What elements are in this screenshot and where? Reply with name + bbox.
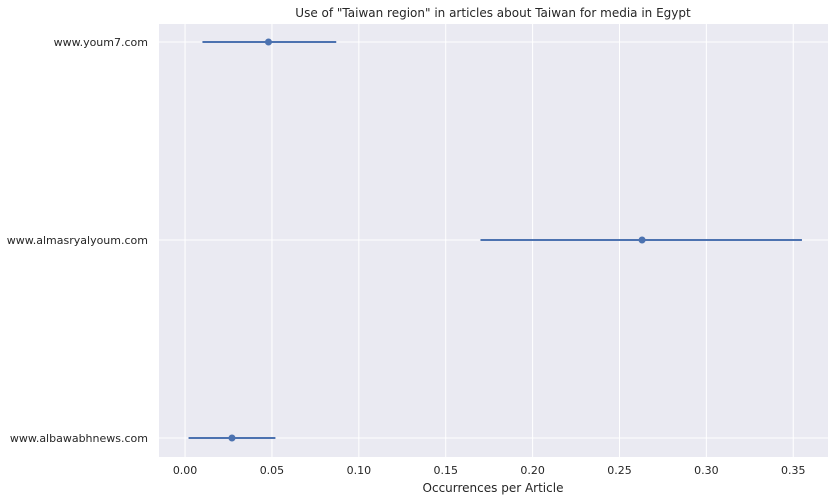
y-tick-label: www.youm7.com [54, 36, 148, 49]
x-tick-label: 0.00 [173, 464, 198, 477]
x-tick-label: 0.30 [694, 464, 719, 477]
data-point [638, 236, 646, 244]
chart-title: Use of "Taiwan region" in articles about… [295, 6, 691, 20]
x-tick-label: 0.15 [433, 464, 458, 477]
data-point [264, 38, 272, 46]
x-tick-label: 0.35 [781, 464, 806, 477]
y-tick-label: www.albawabhnews.com [10, 432, 148, 445]
x-tick-label: 0.25 [607, 464, 632, 477]
x-tick-label: 0.20 [520, 464, 545, 477]
x-tick-label: 0.05 [260, 464, 285, 477]
x-axis-label: Occurrences per Article [423, 481, 564, 495]
tick-labels: 0.00 0.05 0.10 0.15 0.20 0.25 0.30 0.35 www.youm… [7, 36, 806, 477]
data-point [228, 434, 236, 442]
x-tick-label: 0.10 [347, 464, 372, 477]
data-marks [188, 38, 802, 442]
y-tick-label: www.almasryalyoum.com [7, 234, 148, 247]
